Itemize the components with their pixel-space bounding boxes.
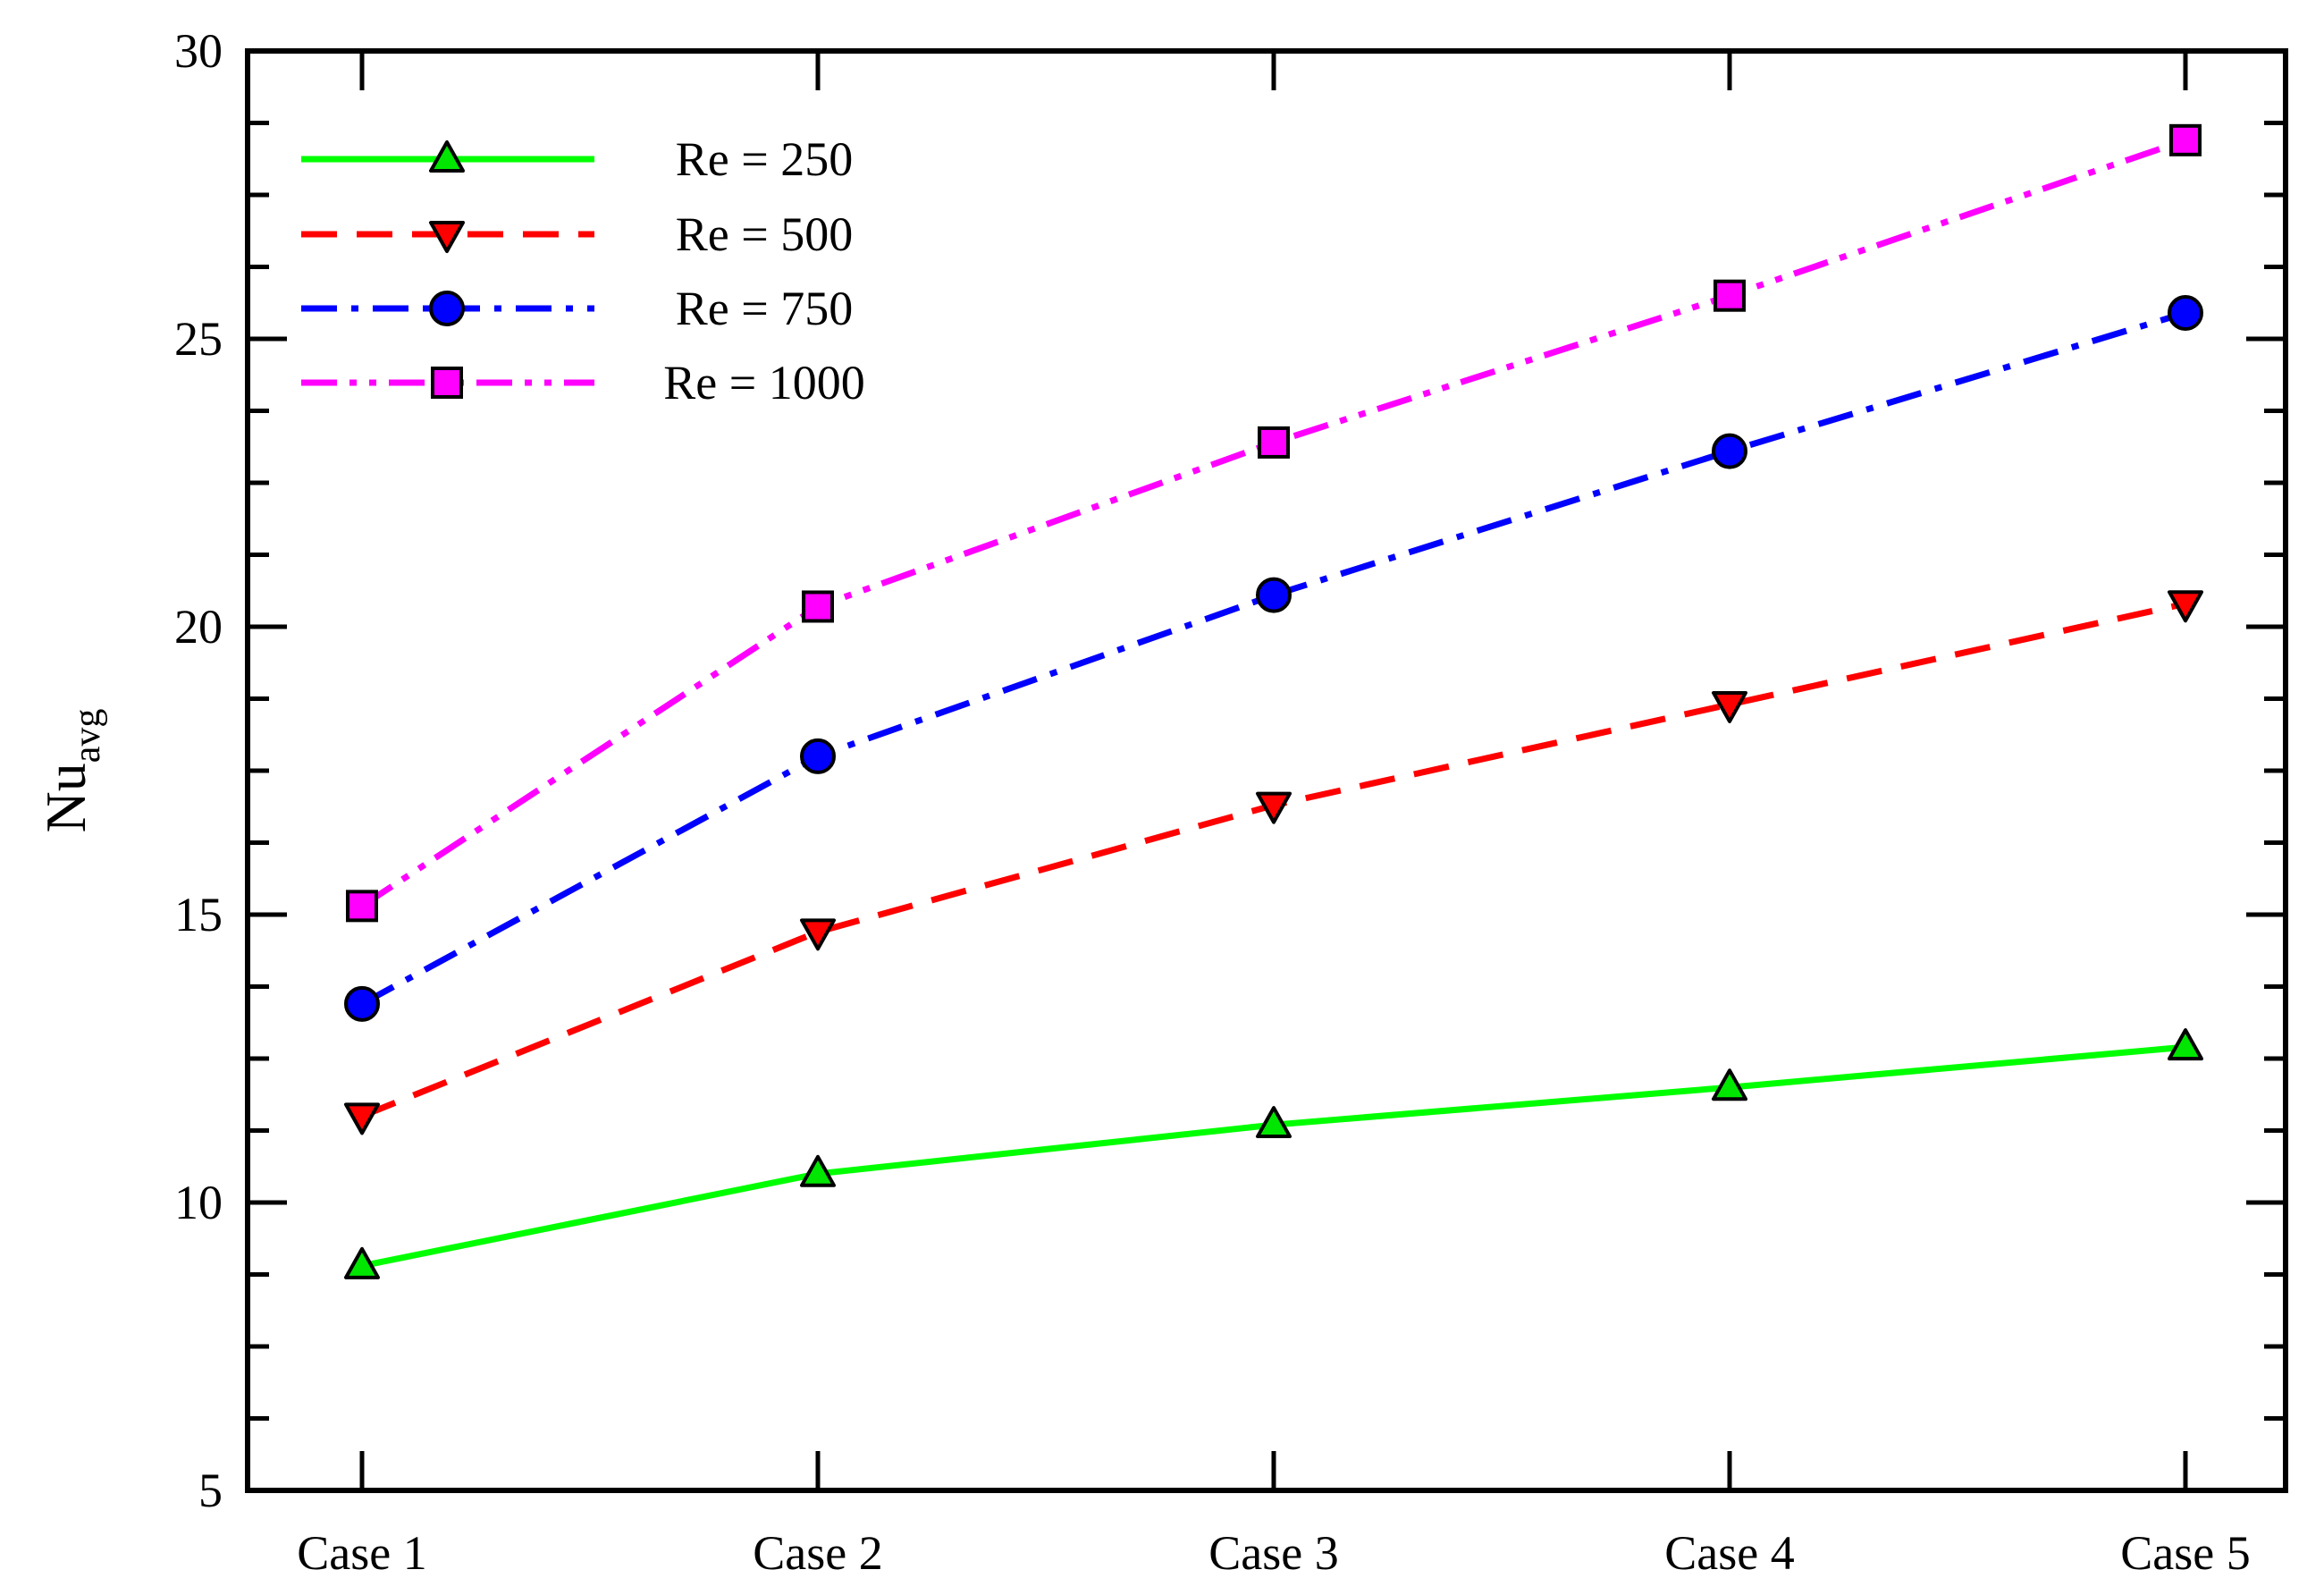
series-group (344, 1028, 2203, 1279)
legend-marker (431, 367, 463, 399)
series-group (346, 123, 2202, 923)
x-tick-label: Case 5 (2120, 1526, 2250, 1580)
data-point (800, 918, 836, 951)
x-tick-label: Case 2 (753, 1526, 882, 1580)
legend-label: Re = 250 (676, 132, 853, 186)
x-axis-ticks: Case 1 Case 2 Case 3 Case 4 Case 5 (297, 51, 2251, 1580)
data-point (1712, 690, 1747, 723)
series-line (360, 137, 2187, 909)
legend-entry: Re = 250 (301, 132, 853, 186)
y-axis-title-main: Nu (34, 763, 97, 832)
x-tick-label: Case 3 (1208, 1526, 1338, 1580)
y-axis-ticks: 5 10 15 20 25 30 (174, 24, 2286, 1517)
data-point (344, 985, 380, 1022)
legend-marker (429, 221, 465, 253)
data-point (344, 1246, 380, 1279)
data-point (2168, 590, 2203, 623)
series-group (344, 295, 2203, 1022)
data-point (1712, 433, 1747, 469)
x-tick-label: Case 1 (297, 1526, 426, 1580)
series-lines (344, 123, 2203, 1279)
y-tick-label: 5 (198, 1464, 223, 1517)
series-group (344, 590, 2203, 1135)
data-point (1256, 577, 1292, 613)
y-axis-title-subscript: avg (67, 709, 108, 764)
legend-entry: Re = 750 (301, 282, 853, 335)
legend-label: Re = 500 (676, 207, 853, 261)
legend-entry: Re = 500 (301, 207, 853, 261)
legend: Re = 250 Re = 500 Re = 750 Re = 1000 (301, 132, 865, 409)
plot-frame (245, 48, 2288, 1493)
data-point (1256, 791, 1292, 824)
data-point (2169, 123, 2202, 156)
y-tick-label: 30 (174, 24, 223, 78)
y-axis-title: Nuavg (34, 709, 108, 833)
legend-marker (429, 291, 465, 326)
legend-label: Re = 1000 (663, 356, 864, 409)
data-point (800, 738, 836, 774)
y-tick-label: 15 (174, 888, 223, 941)
data-point (346, 890, 378, 923)
y-tick-label: 10 (174, 1176, 223, 1229)
y-tick-label: 25 (174, 312, 223, 366)
x-tick-label: Case 4 (1664, 1526, 1794, 1580)
data-point (2168, 295, 2203, 332)
y-tick-label: 20 (174, 600, 223, 654)
data-point (344, 1102, 380, 1135)
data-point (1258, 426, 1290, 459)
legend-entry: Re = 1000 (301, 356, 865, 409)
data-point (800, 1154, 836, 1187)
data-point (1256, 1106, 1292, 1139)
data-point (2168, 1028, 2203, 1061)
data-point (1714, 279, 1746, 312)
legend-label: Re = 750 (676, 282, 853, 335)
legend-marker (429, 140, 465, 173)
data-point (802, 590, 834, 623)
data-point (1712, 1068, 1747, 1101)
